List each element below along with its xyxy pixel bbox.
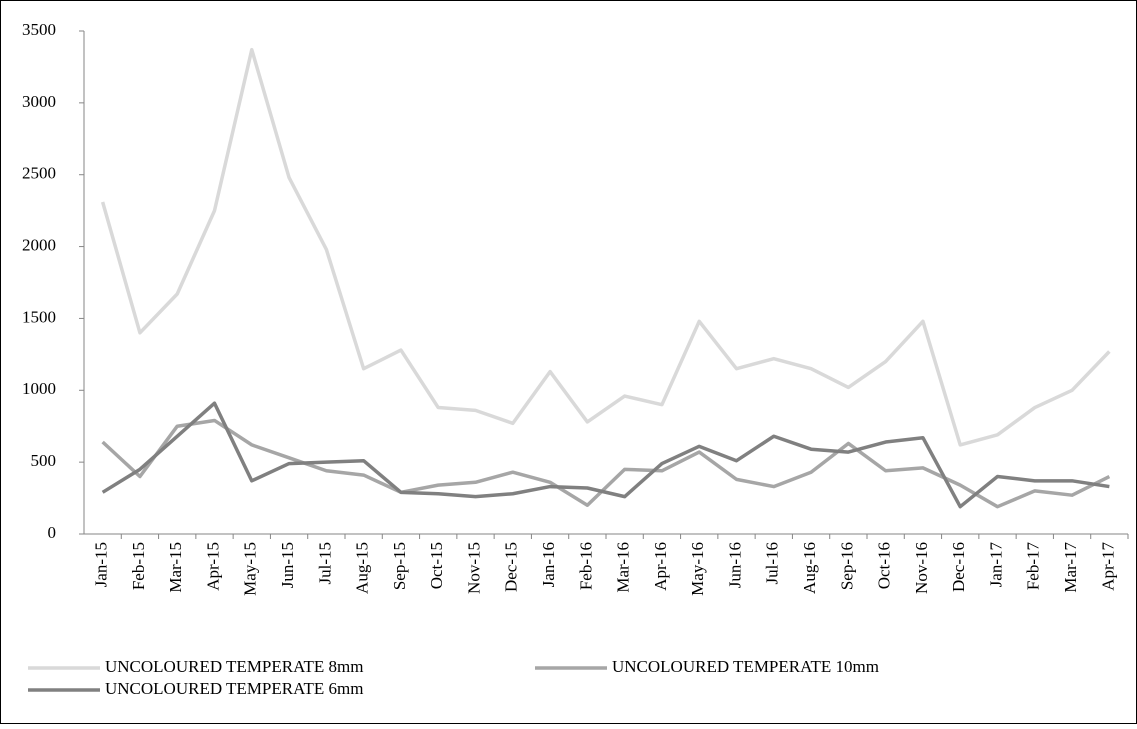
x-tick-label: May-16 xyxy=(688,542,707,596)
x-tick-label: Feb-17 xyxy=(1024,542,1043,591)
data-line xyxy=(101,418,1111,509)
x-tick-label: Mar-15 xyxy=(166,542,185,593)
x-tick-label: Dec-16 xyxy=(949,542,968,592)
x-tick-label: Sep-16 xyxy=(837,542,856,590)
x-tick-label: Jan-16 xyxy=(539,542,558,587)
x-tick-label: Jun-15 xyxy=(278,542,297,588)
y-tick-label: 500 xyxy=(31,451,57,470)
x-tick-label: Mar-16 xyxy=(614,542,633,593)
x-tick-label: Jul-16 xyxy=(763,542,782,585)
x-tick-label: May-15 xyxy=(241,542,260,596)
x-tick-label: Jun-16 xyxy=(725,542,744,588)
data-line xyxy=(100,47,1111,447)
x-tick-label: Nov-15 xyxy=(464,542,483,594)
y-tick-label: 1500 xyxy=(22,307,56,326)
legend-label: UNCOLOURED TEMPERATE 8mm xyxy=(105,657,363,676)
x-tick-label: Jul-15 xyxy=(315,542,334,585)
y-tick-label: 3500 xyxy=(22,20,56,39)
y-tick-label: 2500 xyxy=(22,164,56,183)
x-tick-label: Apr-15 xyxy=(203,542,222,591)
x-tick-label: Oct-16 xyxy=(875,542,894,589)
y-tick-label: 0 xyxy=(48,523,57,542)
legend-label: UNCOLOURED TEMPERATE 6mm xyxy=(105,679,363,698)
y-tick-label: 1000 xyxy=(22,379,56,398)
x-tick-label: Feb-15 xyxy=(129,542,148,590)
x-tick-label: Mar-17 xyxy=(1061,542,1080,593)
x-tick-label: Oct-15 xyxy=(427,542,446,589)
x-tick-label: Feb-16 xyxy=(576,542,595,590)
x-tick-label: Nov-16 xyxy=(912,542,931,594)
legend-label: UNCOLOURED TEMPERATE 10mm xyxy=(612,657,879,676)
x-tick-label: Apr-16 xyxy=(651,542,670,591)
x-tick-label: Aug-15 xyxy=(353,542,372,594)
data-line xyxy=(101,401,1110,509)
x-tick-label: Jan-15 xyxy=(92,542,111,587)
y-tick-label: 2000 xyxy=(22,235,56,254)
x-tick-label: Aug-16 xyxy=(800,542,819,594)
x-tick-label: Apr-17 xyxy=(1098,542,1117,591)
x-tick-label: Sep-15 xyxy=(390,542,409,590)
x-tick-label: Dec-15 xyxy=(502,542,521,592)
y-tick-label: 3000 xyxy=(22,92,56,111)
x-tick-label: Jan-17 xyxy=(986,542,1005,588)
